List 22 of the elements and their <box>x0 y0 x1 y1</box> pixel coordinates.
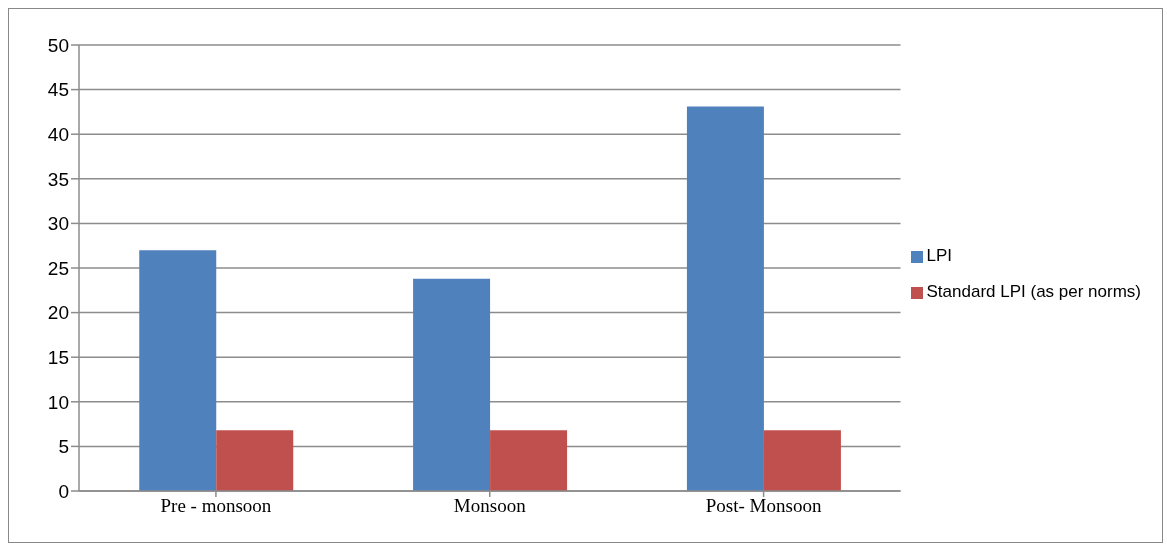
y-tick-label: 10 <box>47 391 69 413</box>
bar <box>490 430 568 491</box>
y-tick-label: 20 <box>47 302 69 324</box>
y-tick-label: 15 <box>47 346 69 368</box>
y-tick-label: 35 <box>47 168 69 190</box>
y-tick-label: 25 <box>47 257 69 279</box>
bar <box>139 250 217 491</box>
y-tick-label: 30 <box>47 213 69 235</box>
x-tick-label: Post- Monsoon <box>705 495 822 517</box>
legend-label: Standard LPI (as per norms) <box>926 282 1141 301</box>
y-tick-label: 50 <box>47 34 69 56</box>
y-tick-label: 40 <box>47 123 69 145</box>
x-tick-label: Monsoon <box>453 495 527 517</box>
legend-label: LPI <box>926 246 953 265</box>
y-tick-label: 0 <box>58 480 69 502</box>
bar <box>413 278 491 491</box>
bar <box>216 430 294 491</box>
y-tick-label: 45 <box>47 79 69 101</box>
y-tick-label: 5 <box>58 436 69 458</box>
x-tick-label: Pre - monsoon <box>160 495 272 517</box>
bar <box>686 106 764 491</box>
bar <box>763 430 841 491</box>
